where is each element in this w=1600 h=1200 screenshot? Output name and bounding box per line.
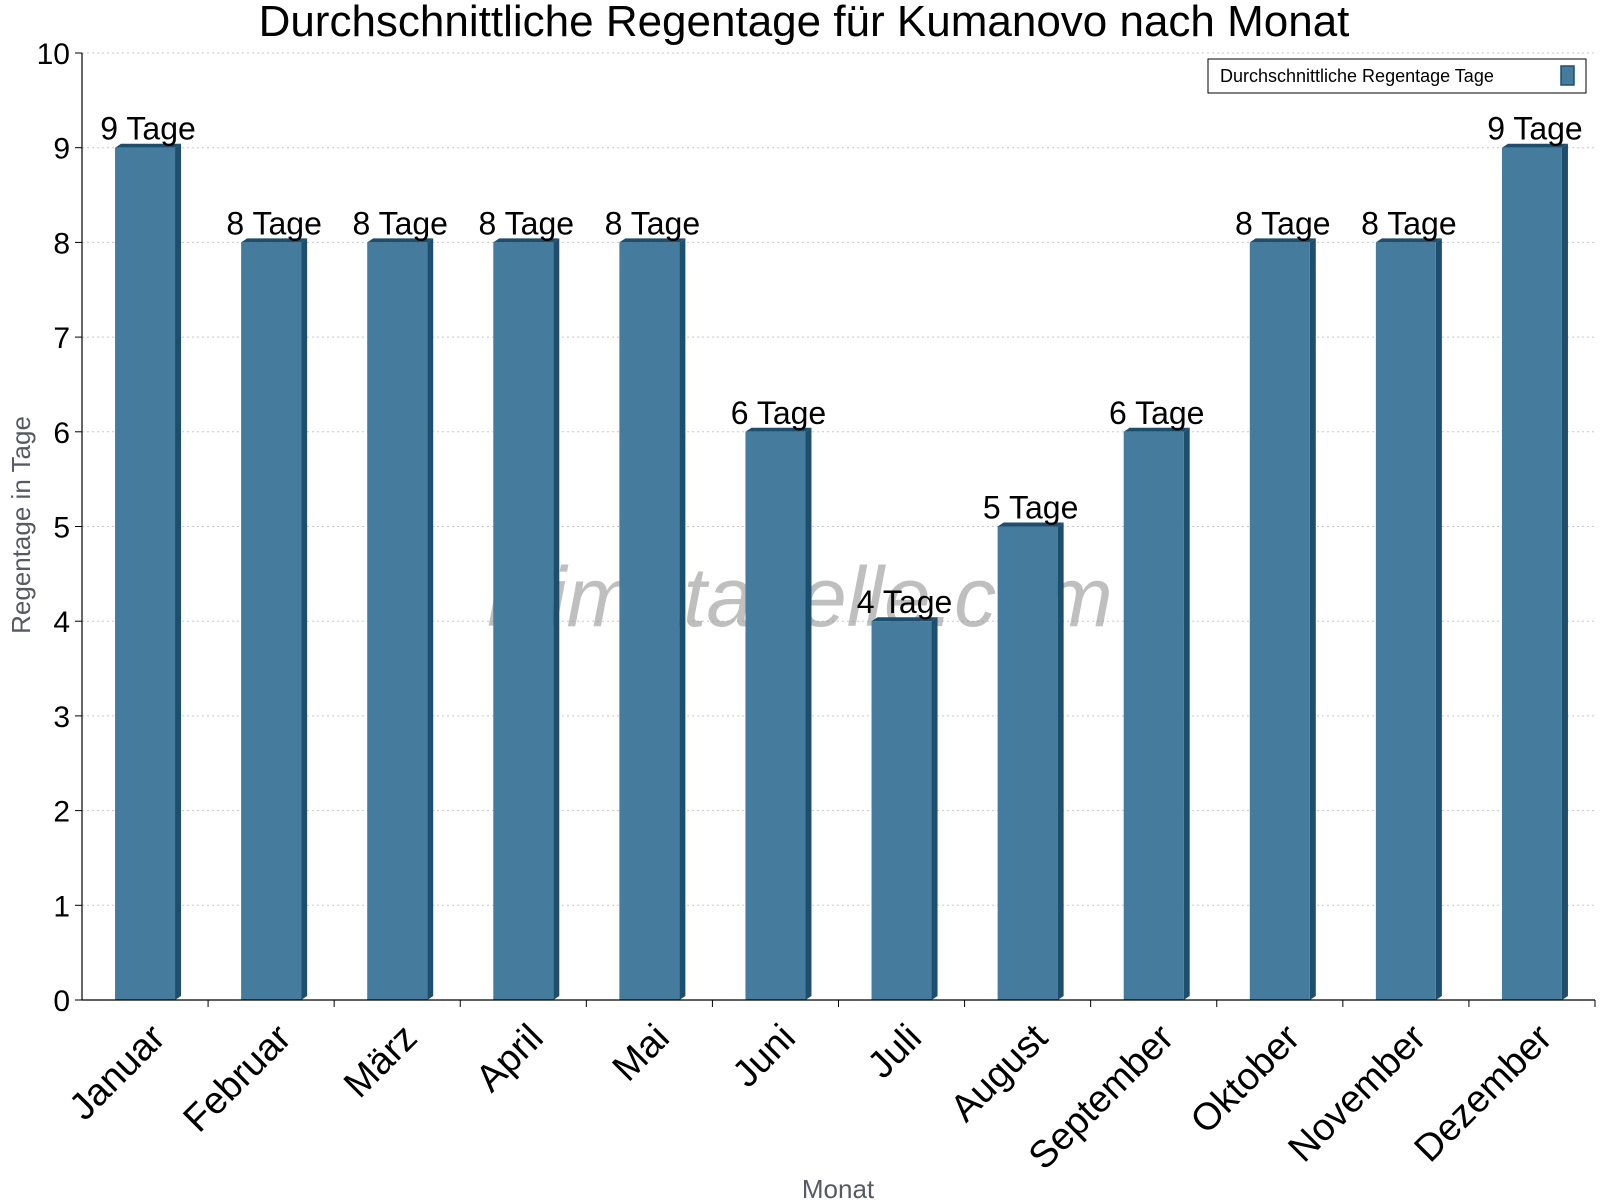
bar [115,147,176,1000]
bar [1375,242,1436,1000]
x-tick-label: Juni [725,1017,804,1096]
bar-top [241,238,308,243]
data-label: 9 Tage [1487,111,1583,147]
bar-side [175,143,182,1000]
bar-side [427,238,434,1000]
data-label: 8 Tage [605,205,701,241]
bar-top [493,238,560,243]
data-label: 6 Tage [1109,395,1205,431]
bar-top [871,617,938,622]
bar-side [301,238,308,1000]
data-label: 9 Tage [100,111,196,147]
y-axis-label: Regentage in Tage [6,416,36,634]
legend-label: Durchschnittliche Regentage Tage [1220,66,1494,86]
x-tick-label: Mai [605,1017,678,1090]
data-label: 8 Tage [479,205,575,241]
data-label: 4 Tage [857,584,953,620]
chart-title: Durchschnittliche Regentage für Kumanovo… [259,0,1350,46]
y-tick-label: 9 [53,133,70,166]
bar [241,242,302,1000]
bar-top [1375,238,1442,243]
bar-side [679,238,686,1000]
bar-side [1057,522,1064,1000]
y-tick-label: 5 [53,512,70,545]
y-tick-label: 10 [37,38,70,71]
y-tick-label: 3 [53,701,70,734]
data-label: 8 Tage [226,205,322,241]
data-label: 8 Tage [352,205,448,241]
bar-side [553,238,560,1000]
bar [619,242,680,1000]
y-tick-label: 8 [53,227,70,260]
legend: Durchschnittliche Regentage Tage [1207,58,1587,94]
x-tick-label: März [336,1017,425,1106]
y-tick-label: 2 [53,796,70,829]
bar [1501,147,1562,1000]
bar [367,242,428,1000]
bar-top [997,522,1064,527]
data-labels: 9 Tage 8 Tage 8 Tage 8 Tage 8 Tage 6 Tage 4 Ta… [100,111,1582,621]
bar-side [1561,143,1568,1000]
x-tick-label: Januar [62,1016,174,1128]
y-tick-label: 1 [53,890,70,923]
data-label: 8 Tage [1361,205,1457,241]
x-tick-label: Dezember [1407,1016,1561,1170]
bar [871,621,932,1000]
legend-swatch [1560,65,1575,86]
bar-side [1435,238,1442,1000]
x-tick-label: Juli [860,1017,930,1087]
bar-top [745,427,812,432]
bar-top [1123,427,1190,432]
y-tick-label: 4 [53,606,70,639]
data-label: 8 Tage [1235,205,1331,241]
bar [1249,242,1310,1000]
bar [1123,431,1184,1000]
bar-side [931,617,938,1000]
x-tick-label: August [943,1016,1057,1130]
bar-top [115,143,182,148]
bar-top [1249,238,1316,243]
legend-box [1207,58,1587,94]
x-tick-label: Oktober [1183,1016,1309,1142]
x-tick-label: November [1281,1016,1435,1170]
y-tick-label: 6 [53,417,70,450]
bar [493,242,554,1000]
gridlines [82,52,1595,906]
bar-top [367,238,434,243]
y-tick-label: 7 [53,322,70,355]
x-axis-label: Monat [802,1174,875,1200]
x-tick-label: April [468,1017,551,1100]
bars [115,143,1568,1000]
y-tick-label: 0 [53,985,70,1018]
bar-side [1183,427,1190,1000]
x-tick-label: Februar [176,1016,300,1140]
bar-top [619,238,686,243]
data-label: 5 Tage [983,490,1079,526]
bar-side [1309,238,1316,1000]
bar-side [805,427,812,1000]
bar [745,431,806,1000]
bar [997,526,1058,1000]
data-label: 6 Tage [731,395,827,431]
bar-top [1501,143,1568,148]
